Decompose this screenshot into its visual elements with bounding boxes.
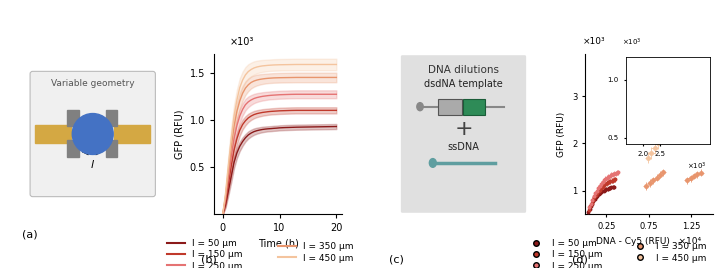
Text: $l$: $l$	[89, 158, 94, 170]
Y-axis label: GFP (RFU): GFP (RFU)	[557, 111, 567, 157]
Y-axis label: GFP (RFU): GFP (RFU)	[174, 109, 184, 159]
Text: pTetO: pTetO	[438, 102, 463, 111]
Legend: I = 50 μm, I = 150 μm, I = 250 μm: I = 50 μm, I = 150 μm, I = 250 μm	[163, 236, 246, 268]
Text: ssDNA: ssDNA	[448, 142, 480, 152]
Legend: I = 50 μm, I = 150 μm, I = 250 μm: I = 50 μm, I = 150 μm, I = 250 μm	[523, 236, 606, 268]
Bar	[464, 99, 485, 115]
Circle shape	[72, 114, 113, 154]
Bar	[67, 110, 78, 126]
Text: (d): (d)	[572, 255, 588, 265]
Bar	[438, 99, 462, 115]
Text: (a): (a)	[22, 230, 38, 240]
Text: (b): (b)	[202, 255, 217, 265]
Text: ×10³: ×10³	[230, 37, 254, 47]
Circle shape	[429, 159, 436, 167]
X-axis label: DNA - Cy5 (RFU)   ×10⁴: DNA - Cy5 (RFU) ×10⁴	[596, 237, 701, 245]
Bar	[106, 110, 117, 126]
Text: Variable geometry: Variable geometry	[51, 79, 135, 88]
Text: DNA dilutions: DNA dilutions	[428, 65, 499, 75]
Legend: I = 350 μm, I = 450 μm: I = 350 μm, I = 450 μm	[627, 239, 711, 266]
Text: ×10³: ×10³	[582, 36, 605, 46]
Bar	[114, 125, 150, 143]
FancyBboxPatch shape	[401, 55, 526, 213]
Text: dsdNA template: dsdNA template	[424, 79, 503, 89]
Bar	[106, 140, 117, 157]
Text: +: +	[454, 119, 473, 139]
Text: GFP: GFP	[464, 102, 485, 111]
Legend: I = 350 μm, I = 450 μm: I = 350 μm, I = 450 μm	[274, 239, 358, 266]
Circle shape	[417, 103, 423, 111]
X-axis label: Time (h): Time (h)	[258, 239, 299, 249]
Bar	[35, 125, 71, 143]
FancyBboxPatch shape	[30, 71, 156, 197]
Text: (c): (c)	[390, 255, 404, 265]
Bar	[67, 140, 78, 157]
